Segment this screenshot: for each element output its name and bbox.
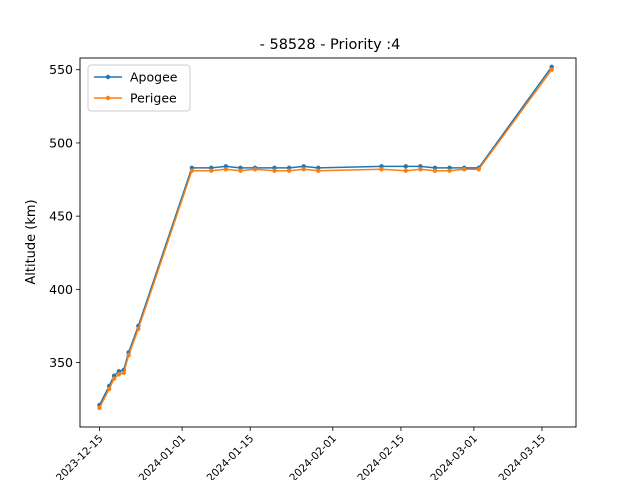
data-point (301, 167, 306, 172)
y-tick-label: 550 (49, 62, 73, 77)
data-point (252, 167, 258, 172)
data-point (549, 67, 554, 72)
data-point (136, 326, 141, 332)
legend[interactable]: Apogee Perigee (87, 64, 191, 112)
data-point (286, 168, 292, 173)
y-tick-label: 350 (49, 355, 73, 370)
data-point (461, 167, 467, 172)
legend-swatch-marker (105, 74, 111, 80)
data-point (447, 168, 452, 173)
data-point (403, 168, 408, 173)
data-point (418, 167, 423, 172)
data-point (111, 376, 117, 381)
data-point (403, 164, 408, 169)
chart-title: - 58528 - Priority :4 (260, 37, 401, 53)
data-point (209, 168, 214, 173)
data-point (238, 168, 243, 173)
series-perigee (97, 67, 554, 411)
y-axis-label: Altitude (km) (24, 199, 39, 284)
data-point (106, 386, 112, 392)
data-point (272, 168, 277, 173)
y-tick-label: 400 (49, 282, 73, 297)
plot-marks (97, 64, 554, 411)
legend-swatch-marker (105, 95, 111, 101)
data-point (121, 370, 126, 376)
data-point (476, 167, 481, 172)
data-point (316, 168, 321, 173)
data-point (432, 168, 438, 173)
legend-label-apogee[interactable]: Apogee (130, 70, 178, 85)
data-point (97, 405, 102, 411)
data-point (126, 353, 131, 358)
data-point (116, 372, 122, 377)
y-tick-label: 450 (49, 209, 73, 224)
legend-label-perigee[interactable]: Perigee (130, 91, 177, 106)
y-tick-label: 500 (49, 135, 73, 150)
data-point (189, 168, 195, 173)
plot-frame (79, 57, 577, 428)
data-point (223, 167, 229, 172)
data-point (379, 167, 384, 172)
